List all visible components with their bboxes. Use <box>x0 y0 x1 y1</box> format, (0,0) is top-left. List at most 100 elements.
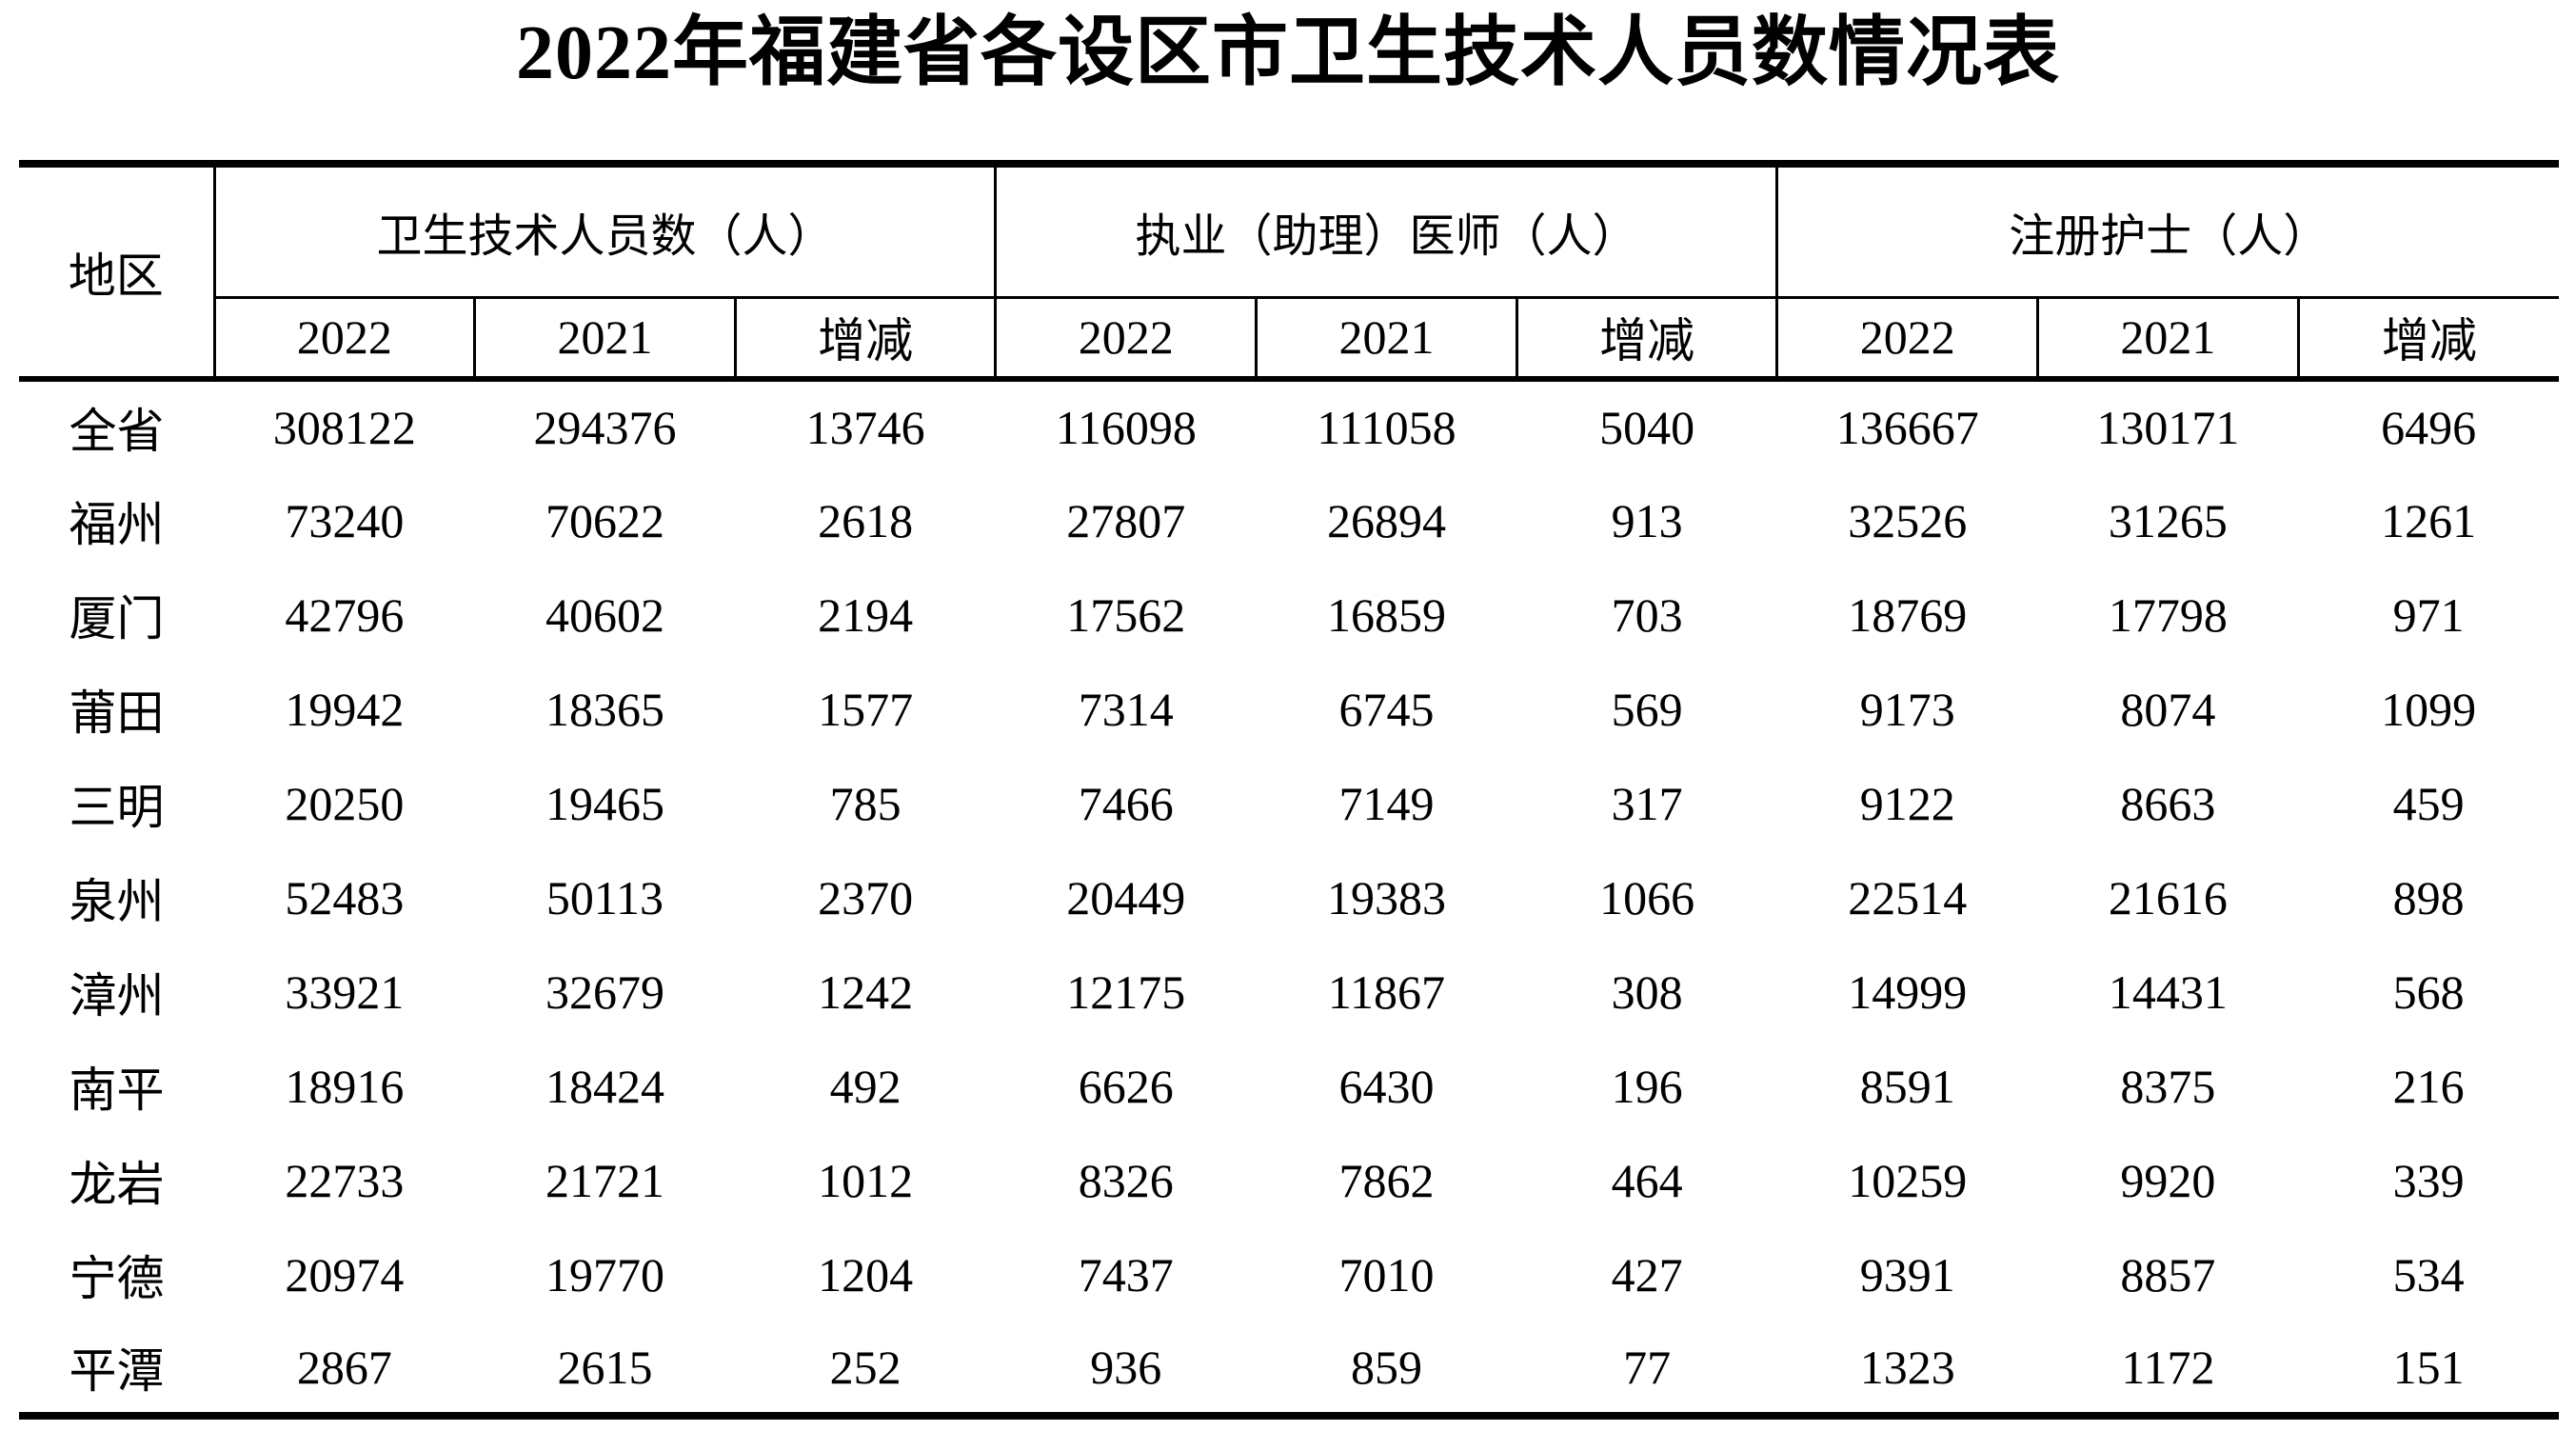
table-row: 漳州 33921 32679 1242 12175 11867 308 14999 14431 5… <box>19 944 2559 1039</box>
region-cell: 南平 <box>69 1063 165 1117</box>
value-cell: 14431 <box>2108 964 2228 1019</box>
value-cell: 568 <box>2392 964 2465 1019</box>
subheader-cell: 2021 <box>473 297 736 382</box>
subheader-cell: 2021 <box>1255 297 1517 382</box>
value-cell: 859 <box>1350 1340 1422 1394</box>
value-cell: 252 <box>829 1340 902 1394</box>
value-cell: 77 <box>1623 1340 1672 1394</box>
region-cell: 漳州 <box>69 968 165 1023</box>
value-cell: 2194 <box>818 587 914 642</box>
value-cell: 8857 <box>2120 1247 2216 1302</box>
region-cell: 三明 <box>69 780 165 834</box>
value-cell: 18916 <box>285 1059 405 1113</box>
value-cell: 534 <box>2392 1247 2465 1302</box>
value-cell: 20250 <box>285 776 405 830</box>
value-cell: 294376 <box>533 401 677 454</box>
value-cell: 8074 <box>2120 682 2216 736</box>
value-cell: 492 <box>829 1059 902 1113</box>
value-cell: 18365 <box>545 682 664 736</box>
subheader-cell: 增减 <box>2296 297 2559 382</box>
sub-header-row: 2022 2021 增减 2022 2021 增减 2022 2021 增减 <box>19 297 2559 382</box>
value-cell: 6626 <box>1078 1059 1174 1113</box>
value-cell: 6496 <box>2381 401 2477 454</box>
value-cell: 17562 <box>1066 587 1186 642</box>
value-cell: 13746 <box>805 401 925 454</box>
value-cell: 10259 <box>1848 1153 1968 1207</box>
value-cell: 2867 <box>296 1340 392 1394</box>
value-cell: 2370 <box>818 870 914 924</box>
value-cell: 459 <box>2392 776 2465 830</box>
value-cell: 6430 <box>1338 1059 1435 1113</box>
value-cell: 18424 <box>545 1059 664 1113</box>
region-cell: 莆田 <box>69 686 165 740</box>
health-staff-table: 地区 卫生技术人员数（人） 执业（助理）医师（人） 注册护士（人） 2022 2… <box>19 160 2559 1420</box>
table-row: 三明 20250 19465 785 7466 7149 317 9122 8663 459 <box>19 756 2559 850</box>
value-cell: 136667 <box>1835 401 1979 454</box>
value-cell: 9391 <box>1859 1247 1955 1302</box>
value-cell: 971 <box>2392 587 2465 642</box>
value-cell: 31265 <box>2108 493 2228 547</box>
value-cell: 22514 <box>1848 870 1968 924</box>
value-cell: 21721 <box>545 1153 664 1207</box>
value-cell: 32679 <box>545 964 664 1019</box>
subheader-cell: 增减 <box>733 297 996 382</box>
value-cell: 19465 <box>545 776 664 830</box>
value-cell: 17798 <box>2108 587 2228 642</box>
value-cell: 8375 <box>2120 1059 2216 1113</box>
value-cell: 308122 <box>272 401 416 454</box>
region-cell: 宁德 <box>69 1251 165 1305</box>
value-cell: 11867 <box>1327 964 1446 1019</box>
region-cell: 全省 <box>69 405 165 458</box>
value-cell: 32526 <box>1848 493 1968 547</box>
group-header-health-tech-personnel: 卫生技术人员数（人） <box>214 164 996 299</box>
region-cell: 厦门 <box>69 591 165 646</box>
value-cell: 19770 <box>545 1247 664 1302</box>
value-cell: 936 <box>1090 1340 1162 1394</box>
value-cell: 130171 <box>2096 401 2240 454</box>
value-cell: 20449 <box>1066 870 1186 924</box>
value-cell: 8326 <box>1078 1153 1174 1207</box>
value-cell: 9920 <box>2120 1153 2216 1207</box>
value-cell: 9173 <box>1859 682 1955 736</box>
value-cell: 216 <box>2392 1059 2465 1113</box>
value-cell: 7862 <box>1338 1153 1435 1207</box>
page-title: 2022年福建省各设区市卫生技术人员数情况表 <box>516 11 2060 95</box>
region-cell: 福州 <box>69 497 165 551</box>
region-header-cell: 地区 <box>19 164 216 382</box>
table-row: 厦门 42796 40602 2194 17562 16859 703 18769 17798 9… <box>19 567 2559 662</box>
value-cell: 1323 <box>1859 1340 1955 1394</box>
value-cell: 14999 <box>1848 964 1968 1019</box>
table-row: 龙岩 22733 21721 1012 8326 7862 464 10259 9920 339 <box>19 1133 2559 1227</box>
value-cell: 1066 <box>1599 870 1695 924</box>
value-cell: 317 <box>1611 776 1683 830</box>
subheader-cell: 2021 <box>2036 297 2299 382</box>
value-cell: 73240 <box>285 493 405 547</box>
value-cell: 2618 <box>818 493 914 547</box>
table-row: 莆田 19942 18365 1577 7314 6745 569 9173 8074 1099 <box>19 662 2559 756</box>
value-cell: 703 <box>1611 587 1683 642</box>
value-cell: 26894 <box>1326 493 1446 547</box>
value-cell: 427 <box>1611 1247 1683 1302</box>
value-cell: 308 <box>1611 964 1683 1019</box>
value-cell: 898 <box>2392 870 2465 924</box>
value-cell: 27807 <box>1066 493 1186 547</box>
value-cell: 1242 <box>818 964 914 1019</box>
value-cell: 913 <box>1611 493 1683 547</box>
table-row: 南平 18916 18424 492 6626 6430 196 8591 8375 216 <box>19 1039 2559 1133</box>
value-cell: 464 <box>1611 1153 1683 1207</box>
value-cell: 2615 <box>557 1340 653 1394</box>
value-cell: 196 <box>1611 1059 1683 1113</box>
value-cell: 8663 <box>2120 776 2216 830</box>
value-cell: 1099 <box>2381 682 2477 736</box>
value-cell: 7149 <box>1338 776 1435 830</box>
value-cell: 1204 <box>818 1247 914 1302</box>
value-cell: 111058 <box>1317 401 1456 454</box>
value-cell: 116098 <box>1055 401 1197 454</box>
value-cell: 339 <box>2392 1153 2465 1207</box>
table-body: 全省 308122 294376 13746 116098 111058 5040 13666… <box>19 379 2559 1416</box>
value-cell: 7314 <box>1078 682 1174 736</box>
value-cell: 22733 <box>285 1153 405 1207</box>
value-cell: 42796 <box>285 587 405 642</box>
table-row: 平潭 2867 2615 252 936 859 77 1323 1172 151 <box>19 1322 2559 1416</box>
